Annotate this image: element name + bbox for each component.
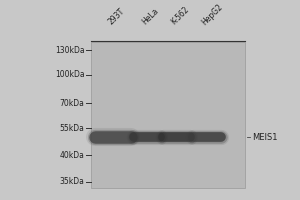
Text: HepG2: HepG2 [200, 2, 224, 27]
Text: 40kDa: 40kDa [60, 151, 85, 160]
Text: HeLa: HeLa [141, 7, 161, 27]
Text: MEIS1: MEIS1 [253, 133, 278, 142]
Text: 293T: 293T [106, 7, 126, 27]
Text: 100kDa: 100kDa [55, 70, 85, 79]
Text: K-562: K-562 [169, 5, 190, 27]
FancyBboxPatch shape [91, 42, 245, 188]
Text: 35kDa: 35kDa [60, 177, 85, 186]
Text: 130kDa: 130kDa [55, 46, 85, 55]
Text: 55kDa: 55kDa [60, 124, 85, 133]
Text: 70kDa: 70kDa [60, 99, 85, 108]
